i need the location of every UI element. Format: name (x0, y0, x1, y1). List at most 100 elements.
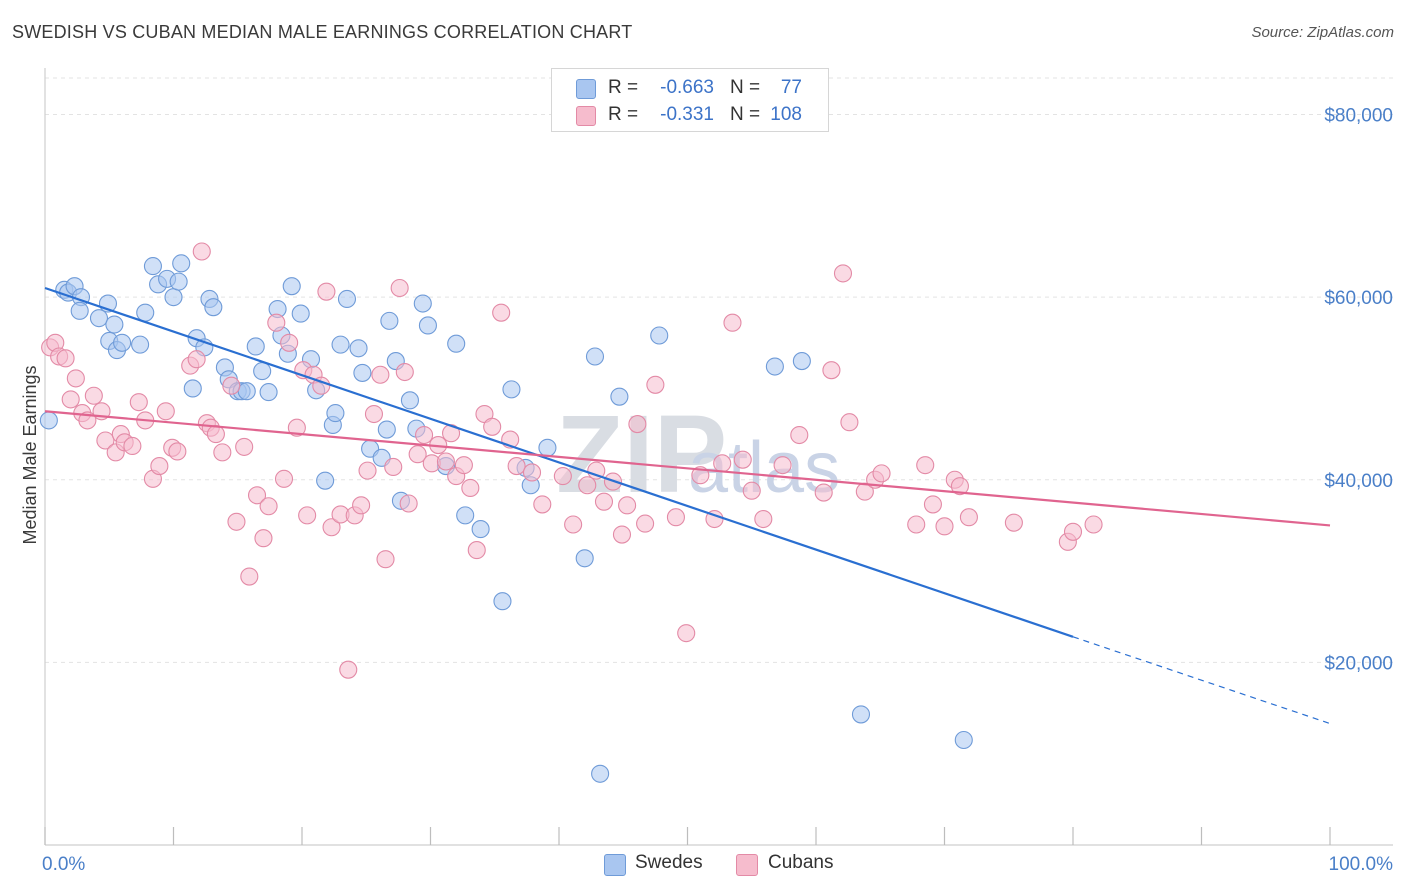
cubans-point (192, 242, 211, 261)
swedes-point (39, 411, 58, 430)
cubans-point (222, 376, 241, 395)
cubans-point (587, 461, 606, 480)
cubans-point (814, 483, 833, 502)
cubans-point (754, 509, 773, 529)
bottom-legend-swatch-swedes (604, 854, 626, 876)
cubans-point (259, 497, 278, 516)
cubans-point (358, 461, 377, 480)
swedes-point (237, 382, 256, 401)
cubans-point (371, 365, 390, 384)
swedes-point (471, 520, 490, 539)
cubans-point (395, 362, 414, 382)
swedes-point (326, 404, 345, 423)
cubans-point (247, 486, 267, 505)
cubans-point (773, 456, 792, 475)
x-tick-labels: 0.0% 100.0% (42, 854, 1393, 875)
cubans-point (467, 541, 486, 560)
cubans-point (923, 495, 942, 514)
swedes-point (183, 379, 202, 398)
cubans-point (612, 525, 632, 544)
cubans-point (677, 624, 696, 643)
cubans-point (833, 264, 853, 283)
cubans-point (287, 418, 306, 437)
swedes-point (204, 298, 223, 317)
x-tick-label-right: 100.0% (1329, 854, 1394, 875)
legend-row-cubans: R = -0.331 N = 108 (552, 102, 828, 130)
cubans-point (56, 349, 75, 368)
x-tick-label-left: 0.0% (42, 854, 85, 875)
swedes-point (456, 506, 475, 525)
swedes-point (349, 339, 368, 358)
cubans-point (935, 517, 954, 536)
swedes-point (105, 315, 124, 334)
y-tick-label: $40,000 (1324, 471, 1393, 492)
cubans-point (564, 515, 583, 534)
swedes-point (954, 730, 973, 750)
cubans-point (628, 415, 647, 434)
cubans-point (129, 393, 148, 412)
cubans-trend-line (44, 410, 1331, 527)
legend-r-label: R = (608, 77, 639, 98)
cubans-point (339, 660, 358, 679)
cubans-point (1063, 522, 1083, 541)
bottom-legend-label-cubans: Cubans (768, 852, 834, 873)
swedes-trend-extension (1072, 636, 1331, 725)
cubans-point (1004, 513, 1023, 532)
swedes-point (282, 277, 301, 296)
trend-lines (44, 286, 1331, 725)
cubans-point (636, 514, 655, 533)
chart-title: SWEDISH VS CUBAN MEDIAN MALE EARNINGS CO… (12, 22, 633, 42)
legend-r-value: -0.663 (660, 77, 714, 98)
swedes-point (131, 335, 150, 354)
cubans-point (483, 417, 502, 436)
swedes-point (377, 420, 396, 439)
cubans-point (436, 452, 455, 471)
y-tick-label: $60,000 (1324, 288, 1393, 309)
cubans-point (150, 457, 169, 476)
cubans-point (317, 282, 336, 301)
cubans-point (916, 456, 935, 475)
legend-row-swedes: R = -0.663 N = 77 (552, 75, 828, 103)
legend-r-label: R = (608, 104, 639, 125)
swedes-point (851, 705, 871, 724)
cubans-point (206, 425, 225, 444)
swedes-point (136, 303, 155, 322)
swedes-point (172, 254, 191, 273)
swedes-point (380, 311, 399, 330)
cubans-point (522, 463, 542, 482)
cubans-point (872, 464, 891, 483)
cubans-point (96, 431, 115, 450)
swedes-point (70, 301, 89, 320)
cubans-point (822, 361, 841, 380)
cubans-point (492, 303, 511, 322)
watermark-zip: ZIP (556, 393, 727, 516)
swedes-point (610, 387, 629, 406)
cubans-point (376, 550, 395, 569)
y-tick-label: $20,000 (1324, 653, 1393, 674)
cubans-point (713, 454, 732, 473)
swedes-point (353, 363, 372, 382)
cubans-point (723, 313, 742, 332)
cubans-point (123, 436, 142, 456)
cubans-point (254, 529, 273, 548)
cubans-point (168, 442, 187, 461)
swedes-point (792, 352, 811, 371)
cubans-point (790, 425, 809, 445)
cubans-point (280, 333, 299, 352)
swedes-point (591, 764, 610, 783)
swedes-point (246, 337, 265, 356)
swedes-point (538, 438, 557, 457)
swedes-point (413, 294, 432, 313)
cubans-point (454, 456, 473, 475)
swedes-trend-line (44, 286, 1074, 638)
swedes-point (291, 304, 310, 323)
cubans-point (618, 496, 637, 515)
legend-n-value: 77 (780, 77, 802, 98)
swedes-point (493, 592, 512, 611)
cubans-point (66, 369, 85, 388)
cubans-point (384, 457, 403, 477)
cubans-point (553, 467, 572, 486)
data-points (39, 242, 1103, 783)
cubans-point (352, 496, 371, 515)
